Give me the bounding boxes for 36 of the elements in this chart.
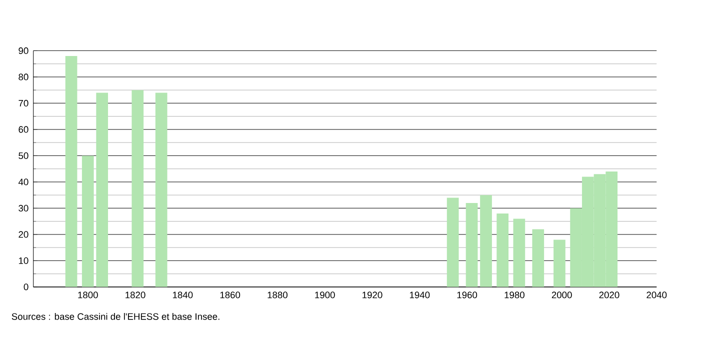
y-tick-label: 30 — [18, 204, 28, 212]
x-tick-label: 1820 — [126, 292, 146, 298]
bar — [466, 202, 478, 287]
x-tick-label: 1880 — [268, 292, 288, 298]
y-tick-label: 10 — [18, 257, 28, 264]
x-tick-label: 2040 — [646, 292, 667, 298]
x-tick-label: 1800 — [78, 292, 98, 298]
bar — [513, 218, 526, 287]
bar — [132, 90, 144, 287]
y-tick-label: 50 — [18, 152, 28, 160]
y-tick-label: 0 — [24, 284, 28, 290]
y-tick-label: 60 — [18, 126, 28, 133]
x-tick-label: 1960 — [457, 292, 478, 298]
x-tick-label: 1920 — [362, 292, 382, 298]
x-tick-label: 1860 — [220, 292, 240, 298]
bar — [554, 240, 566, 287]
x-tick-label: 1980 — [504, 292, 524, 298]
bar — [155, 92, 168, 287]
bar — [532, 229, 544, 287]
bar — [96, 92, 108, 287]
y-tick-label: 80 — [18, 74, 28, 80]
x-tick-label: 1900 — [315, 292, 335, 298]
y-tick-label: 40 — [18, 178, 28, 186]
bar — [82, 156, 94, 287]
x-tick-label: 1940 — [410, 292, 430, 298]
bar — [446, 198, 459, 287]
x-tick-label: 1840 — [172, 292, 193, 298]
bar — [65, 56, 78, 287]
bar — [480, 195, 492, 287]
y-tick-label: 90 — [18, 47, 28, 54]
y-tick-label: 70 — [18, 100, 28, 107]
y-tick-label: 20 — [18, 231, 28, 238]
source-note: Sources : base Cassini de l'EHESS et base Insee. — [12, 313, 220, 320]
x-tick-label: 2000 — [552, 292, 572, 298]
bar — [496, 213, 509, 287]
x-tick-label: 2020 — [599, 292, 620, 298]
